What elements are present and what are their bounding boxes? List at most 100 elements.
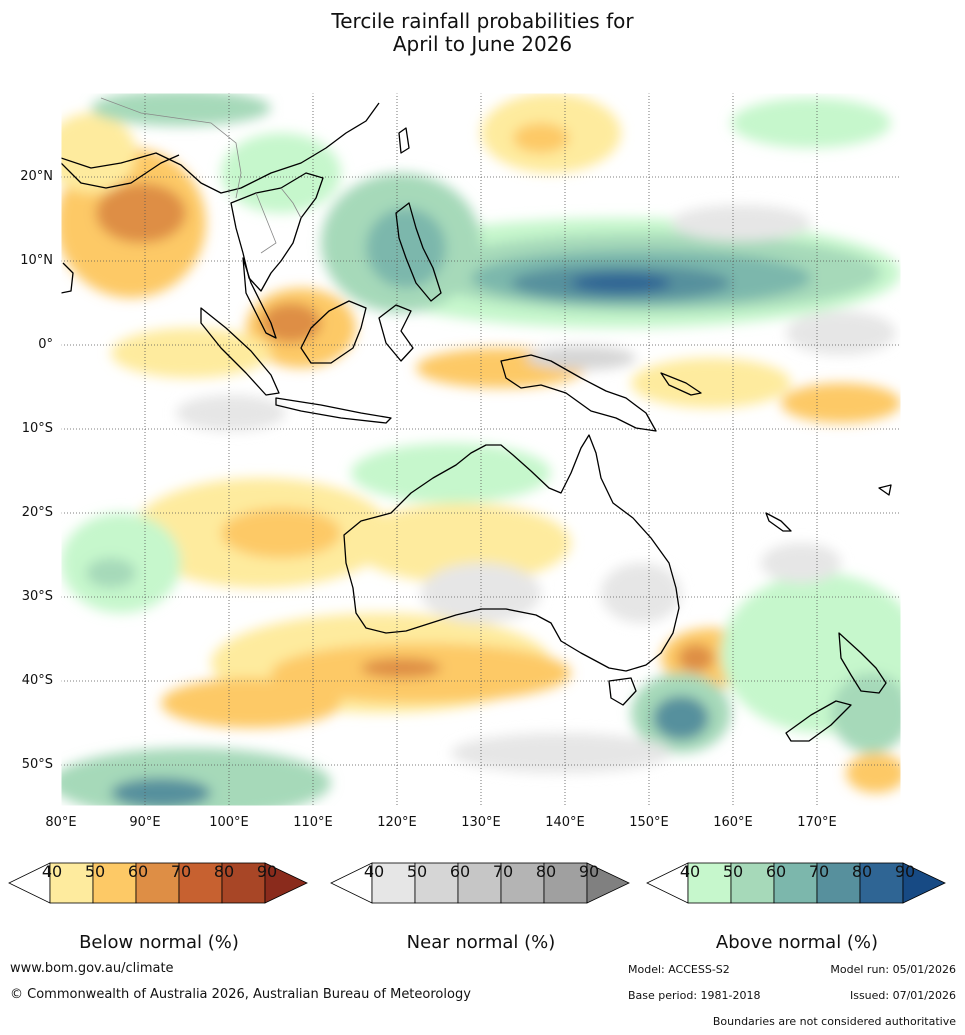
coast-india <box>61 154 180 189</box>
below-patch-bay-bengal <box>96 183 186 243</box>
colorbar-segment <box>414 862 459 904</box>
country-boundaries <box>100 97 302 254</box>
lat-label-10n: 10°N <box>20 253 53 268</box>
near-patch-south <box>451 733 671 773</box>
below-tick-70: 70 <box>170 862 192 881</box>
colorbar-arrow-high <box>902 862 946 904</box>
colorbar-segment <box>371 862 416 904</box>
below-patch-north-pacific-core <box>513 123 569 153</box>
near-patch-central-aus <box>421 563 541 623</box>
colorbar-near-title: Near normal (%) <box>406 932 556 953</box>
coast-asia-north <box>61 102 380 194</box>
near-tick-80: 80 <box>535 862 557 881</box>
above-tick-70: 70 <box>808 862 830 881</box>
coastlines <box>61 102 892 742</box>
title-line-1: Tercile rainfall probabilities for <box>331 9 634 33</box>
coast-borneo <box>300 300 367 364</box>
lat-label-0: 0° <box>38 337 53 352</box>
colorbar-below-title: Below normal (%) <box>79 932 239 953</box>
near-patch-java <box>176 395 286 431</box>
coast-java <box>275 397 392 424</box>
lon-label-90e: 90°E <box>129 815 161 830</box>
coast-malay-peninsula <box>242 257 277 339</box>
above-tick-90: 90 <box>894 862 916 881</box>
colorbar-segment <box>687 862 732 904</box>
above-patch-nz-core <box>831 673 901 753</box>
above-tick-50: 50 <box>722 862 744 881</box>
below-patch-southern-hot <box>361 658 441 678</box>
below-tick-80: 80 <box>213 862 235 881</box>
coast-indochina <box>230 172 324 292</box>
below-patch-borneo-core <box>261 303 321 343</box>
lat-label-40s: 40°S <box>21 673 53 688</box>
below-patch-equatorial-io <box>111 328 271 378</box>
coast-sulawesi <box>378 304 414 362</box>
below-tick-60: 60 <box>127 862 149 881</box>
colorbar-segment <box>221 862 266 904</box>
above-patch-pacific-5 <box>571 273 671 293</box>
lon-label-110e: 110°E <box>293 815 333 830</box>
below-tick-90: 90 <box>256 862 278 881</box>
colorbar-segment <box>457 862 502 904</box>
near-patch-pacific <box>671 205 811 241</box>
coast-fiji <box>878 484 892 496</box>
map-title: Tercile rainfall probabilities for April… <box>0 10 965 56</box>
rainfall-probability-map <box>61 93 901 806</box>
lon-label-160e: 160°E <box>713 815 753 830</box>
colorbar-segment <box>730 862 775 904</box>
colorbar-above-normal <box>646 862 946 904</box>
coast-nz-south <box>785 700 852 742</box>
above-tick-60: 60 <box>765 862 787 881</box>
colorbar-segment <box>816 862 861 904</box>
lon-label-170e: 170°E <box>797 815 837 830</box>
colorbar-above-title: Above normal (%) <box>715 932 879 953</box>
above-patch-ne <box>731 98 891 148</box>
lon-label-80e: 80°E <box>45 815 77 830</box>
below-patch-sw <box>161 678 341 728</box>
colorbar-segment <box>773 862 818 904</box>
coast-tasmania <box>608 677 637 706</box>
colorbar-segment <box>49 862 94 904</box>
coast-nz-north <box>838 632 887 694</box>
footer-copyright: © Commonwealth of Australia 2026, Austra… <box>10 987 471 1002</box>
colorbar-arrow-high <box>264 862 308 904</box>
coast-australia <box>343 434 680 672</box>
near-tick-40: 40 <box>363 862 385 881</box>
coast-philippines <box>395 202 442 302</box>
above-patch-china <box>221 133 341 213</box>
near-tick-60: 60 <box>449 862 471 881</box>
title-line-2: April to June 2026 <box>392 32 573 56</box>
lat-label-10s: 10°S <box>21 421 53 436</box>
above-patch-south-edge-core <box>111 778 211 806</box>
near-tick-50: 50 <box>406 862 428 881</box>
below-patch-coral-north <box>631 358 791 408</box>
above-tick-40: 40 <box>679 862 701 881</box>
colorbar-segment <box>500 862 545 904</box>
below-tick-40: 40 <box>41 862 63 881</box>
colorbar-arrow-high <box>586 862 630 904</box>
near-patch-east <box>786 311 896 355</box>
probability-patches <box>61 93 901 806</box>
coast-new-caledonia <box>765 512 792 532</box>
coast-sumatra <box>200 307 280 396</box>
below-patch-se-corner <box>846 753 901 793</box>
coast-new-guinea <box>500 354 657 432</box>
footer-base-period: Base period: 1981-2018 <box>628 989 761 1002</box>
above-patch-tasman-core <box>653 696 709 740</box>
colorbar-segment <box>135 862 180 904</box>
near-patch-coral-sea <box>761 543 841 583</box>
footer-issued: Issued: 07/01/2026 <box>849 989 956 1002</box>
lon-label-140e: 140°E <box>545 815 585 830</box>
lat-label-20n: 20°N <box>20 169 53 184</box>
below-tick-50: 50 <box>84 862 106 881</box>
lon-label-130e: 130°E <box>461 815 501 830</box>
footer-website: www.bom.gov.au/climate <box>10 961 174 976</box>
footer-model: Model: ACCESS-S2 <box>628 963 730 976</box>
below-patch-tasman-core <box>678 644 714 672</box>
footer-boundaries: Boundaries are not considered authoritat… <box>712 1015 956 1028</box>
graticule <box>61 93 901 806</box>
above-tick-80: 80 <box>851 862 873 881</box>
near-tick-70: 70 <box>492 862 514 881</box>
lat-label-20s: 20°S <box>21 505 53 520</box>
below-patch-west-aus-core <box>221 508 341 558</box>
